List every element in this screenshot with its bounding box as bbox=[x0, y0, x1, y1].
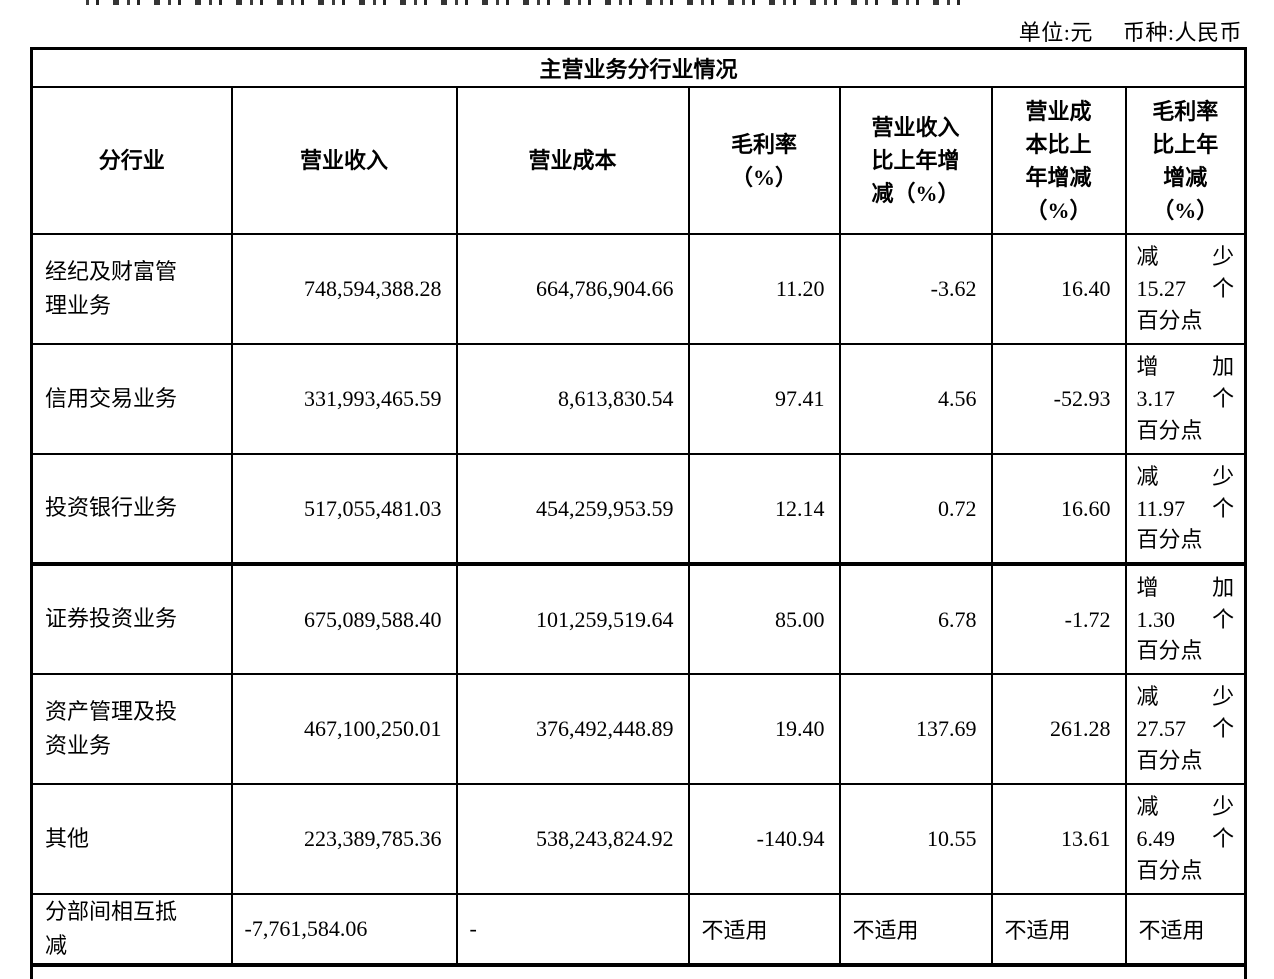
cell-cost-yoy: 不适用 bbox=[990, 892, 1127, 967]
next-section-cell bbox=[30, 963, 1247, 979]
table-row: 其他 223,389,785.36 538,243,824.92 -140.94… bbox=[30, 783, 1247, 895]
col-header-revenue: 营业收入 bbox=[230, 86, 458, 235]
table-row: 信用交易业务 331,993,465.59 8,613,830.54 97.41… bbox=[30, 343, 1247, 455]
cell-industry: 信用交易业务 bbox=[30, 343, 233, 455]
col-header-industry: 分行业 bbox=[30, 86, 233, 235]
col-header-revenue-yoy: 营业收入比上年增减（%） bbox=[838, 86, 993, 235]
cell-revenue: 748,594,388.28 bbox=[230, 233, 458, 345]
cell-cost: 664,786,904.66 bbox=[455, 233, 690, 345]
cell-cost-yoy: -52.93 bbox=[990, 343, 1127, 455]
cell-industry: 投资银行业务 bbox=[30, 453, 233, 566]
table-title: 主营业务分行业情况 bbox=[30, 47, 1247, 88]
cell-gross-margin: 19.40 bbox=[687, 673, 841, 785]
table-row: 资产管理及投资业务 467,100,250.01 376,492,448.89 … bbox=[30, 673, 1247, 785]
col-header-margin-yoy: 毛利率比上年增减（%） bbox=[1124, 86, 1247, 235]
cell-revenue-yoy: 137.69 bbox=[838, 673, 993, 785]
cell-gross-margin: 12.14 bbox=[687, 453, 841, 566]
cell-industry: 分部间相互抵减 bbox=[30, 892, 233, 967]
cell-revenue-yoy: 4.56 bbox=[838, 343, 993, 455]
table-row: 投资银行业务 517,055,481.03 454,259,953.59 12.… bbox=[30, 453, 1247, 566]
cell-margin-yoy: 减 少 11.97 个 百分点 bbox=[1124, 453, 1247, 566]
cell-gross-margin: 97.41 bbox=[687, 343, 841, 455]
cell-revenue: 223,389,785.36 bbox=[230, 783, 458, 895]
cell-cost: 376,492,448.89 bbox=[455, 673, 690, 785]
cell-revenue: 467,100,250.01 bbox=[230, 673, 458, 785]
table-title-row: 主营业务分行业情况 bbox=[30, 47, 1247, 88]
cell-cost: 101,259,519.64 bbox=[455, 563, 690, 675]
col-header-cost-yoy: 营业成本比上年增减（%） bbox=[990, 86, 1127, 235]
cell-margin-yoy: 增 加 3.17 个 百分点 bbox=[1124, 343, 1247, 455]
table-row: 证券投资业务 675,089,588.40 101,259,519.64 85.… bbox=[30, 563, 1247, 675]
table-header-row: 分行业 营业收入 营业成本 毛利率（%） 营业收入比上年增减（%） 营业成本比上… bbox=[30, 86, 1247, 235]
cell-industry: 证券投资业务 bbox=[30, 563, 233, 675]
table-row: 经纪及财富管理业务 748,594,388.28 664,786,904.66 … bbox=[30, 233, 1247, 345]
cell-revenue-yoy: 6.78 bbox=[838, 563, 993, 675]
cell-industry: 资产管理及投资业务 bbox=[30, 673, 233, 785]
col-header-gross-margin: 毛利率（%） bbox=[687, 86, 841, 235]
currency-label: 币种:人民币 bbox=[1122, 20, 1242, 45]
cell-margin-yoy: 减 少 15.27 个 百分点 bbox=[1124, 233, 1247, 345]
cell-revenue-yoy: 0.72 bbox=[838, 453, 993, 566]
cell-revenue: 675,089,588.40 bbox=[230, 563, 458, 675]
cell-cost-yoy: 16.60 bbox=[990, 453, 1127, 566]
cell-revenue: 517,055,481.03 bbox=[230, 453, 458, 566]
cell-margin-yoy: 不适用 bbox=[1124, 892, 1247, 967]
cell-gross-margin: 85.00 bbox=[687, 563, 841, 675]
cell-margin-yoy: 减 少 27.57 个 百分点 bbox=[1124, 673, 1247, 785]
cell-margin-yoy: 减 少 6.49 个 百分点 bbox=[1124, 783, 1247, 895]
unit-label: 单位:元 bbox=[1018, 20, 1093, 45]
cell-revenue-yoy: 不适用 bbox=[838, 892, 993, 967]
industry-breakdown-table: 主营业务分行业情况 分行业 营业收入 营业成本 毛利率（%） 营业收入比上年增减… bbox=[30, 47, 1248, 979]
cell-cost-yoy: 16.40 bbox=[990, 233, 1127, 345]
cell-margin-yoy: 增 加 1.30 个 百分点 bbox=[1124, 563, 1247, 675]
cell-revenue-yoy: -3.62 bbox=[838, 233, 993, 345]
cell-cost: 538,243,824.92 bbox=[455, 783, 690, 895]
cell-cost-yoy: -1.72 bbox=[990, 563, 1127, 675]
cell-industry: 其他 bbox=[30, 783, 233, 895]
cell-cost-yoy: 261.28 bbox=[990, 673, 1127, 785]
cell-cost: - bbox=[455, 892, 690, 967]
cell-cost-yoy: 13.61 bbox=[990, 783, 1127, 895]
cell-cost: 8,613,830.54 bbox=[455, 343, 690, 455]
cell-gross-margin: 不适用 bbox=[687, 892, 841, 967]
cell-cost: 454,259,953.59 bbox=[455, 453, 690, 566]
col-header-cost: 营业成本 bbox=[455, 86, 690, 235]
cell-industry: 经纪及财富管理业务 bbox=[30, 233, 233, 345]
cell-gross-margin: 11.20 bbox=[687, 233, 841, 345]
cell-revenue: 331,993,465.59 bbox=[230, 343, 458, 455]
cell-revenue: -7,761,584.06 bbox=[230, 892, 458, 967]
unit-currency-line: 单位:元 币种:人民币 bbox=[1019, 15, 1242, 47]
clipped-text-remnant-top bbox=[86, 0, 964, 5]
table-row: 分部间相互抵减 -7,761,584.06 - 不适用 不适用 不适用 不适用 bbox=[30, 892, 1247, 967]
cell-revenue-yoy: 10.55 bbox=[838, 783, 993, 895]
next-section-row-clipped bbox=[30, 963, 1247, 979]
cell-gross-margin: -140.94 bbox=[687, 783, 841, 895]
